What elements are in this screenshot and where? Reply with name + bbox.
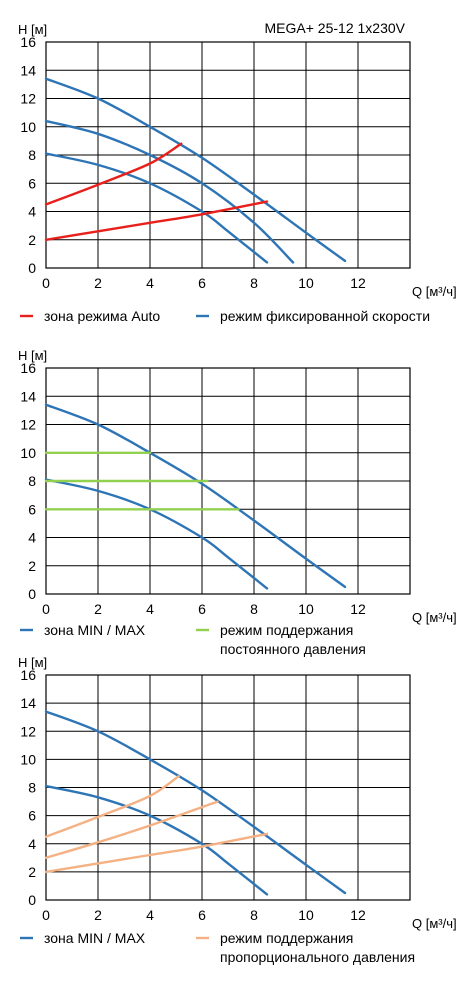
y-tick-label: 8 — [28, 473, 36, 489]
y-tick-label: 12 — [20, 723, 36, 739]
y-tick-label: 4 — [28, 836, 36, 852]
y-tick-label: 14 — [20, 388, 36, 404]
x-axis-label: Q [м³/ч] — [412, 916, 457, 931]
legend-label-line2: пропорционального давления — [220, 949, 415, 965]
x-tick-label: 8 — [250, 907, 258, 923]
y-axis-label: H [м] — [18, 22, 47, 37]
series-line-fixed-speed — [44, 152, 269, 264]
y-tick-label: 8 — [28, 147, 36, 163]
series-line-fixed-speed — [44, 77, 347, 263]
x-tick-label: 12 — [350, 601, 366, 617]
x-tick-label: 12 — [350, 907, 366, 923]
series-line-auto-zone — [44, 200, 269, 241]
y-tick-label: 6 — [28, 808, 36, 824]
legend-label: режим фиксированной скорости — [220, 308, 430, 324]
y-axis-label: H [м] — [18, 348, 47, 363]
x-tick-label: 12 — [350, 275, 366, 291]
chart-legend: зона режима Auto режим фиксированной скор… — [20, 308, 430, 324]
y-tick-label: 4 — [28, 530, 36, 546]
x-tick-label: 2 — [94, 275, 102, 291]
series-line-proportional-pressure — [44, 775, 180, 838]
y-tick-label: 8 — [28, 780, 36, 796]
series-line-fixed-speed — [44, 784, 269, 896]
series-line-proportional-pressure — [44, 800, 219, 859]
y-tick-label: 2 — [28, 558, 36, 574]
y-tick-label: 10 — [20, 119, 36, 135]
y-tick-label: 16 — [20, 667, 36, 683]
series-line-auto-zone — [44, 142, 183, 206]
x-tick-label: 8 — [250, 601, 258, 617]
y-tick-label: 0 — [28, 586, 36, 602]
x-tick-label: 2 — [94, 601, 102, 617]
x-tick-label: 4 — [146, 907, 154, 923]
x-tick-label: 6 — [198, 601, 206, 617]
legend-label: режим поддержания — [220, 622, 353, 638]
x-axis-label: Q [м³/ч] — [412, 284, 457, 299]
y-tick-label: 2 — [28, 232, 36, 248]
legend-label-line2: постоянного давления — [220, 641, 366, 657]
x-tick-label: 10 — [298, 601, 314, 617]
series-line-fixed-speed — [44, 478, 269, 590]
x-tick-label: 0 — [42, 275, 50, 291]
y-tick-label: 16 — [20, 360, 36, 376]
x-tick-label: 6 — [198, 275, 206, 291]
y-tick-label: 12 — [20, 91, 36, 107]
x-tick-label: 10 — [298, 275, 314, 291]
chart-panel-2: 0 2 4 6 8 10 12 0 2 4 6 8 10 12 14 16H [м] Q [м³/ч] зона … — [18, 348, 457, 657]
y-tick-label: 0 — [28, 260, 36, 276]
x-tick-label: 6 — [198, 907, 206, 923]
series-line-fixed-speed — [44, 403, 347, 589]
legend-label: зона MIN / MAX — [44, 930, 146, 946]
x-tick-label: 4 — [146, 601, 154, 617]
y-tick-label: 2 — [28, 864, 36, 880]
x-tick-label: 0 — [42, 601, 50, 617]
y-tick-label: 12 — [20, 417, 36, 433]
plot-frame — [45, 674, 411, 901]
x-axis-label: Q [м³/ч] — [412, 610, 457, 625]
y-tick-label: 0 — [28, 892, 36, 908]
y-tick-label: 16 — [20, 34, 36, 50]
x-tick-label: 0 — [42, 907, 50, 923]
x-tick-label: 2 — [94, 907, 102, 923]
y-axis-label: H [м] — [18, 655, 47, 670]
chart-title: MEGA+ 25-12 1x230V — [265, 20, 406, 36]
y-tick-label: 6 — [28, 175, 36, 191]
x-tick-label: 8 — [250, 275, 258, 291]
plot-frame — [45, 41, 411, 269]
legend-label: режим поддержания — [220, 930, 353, 946]
legend-label: зона MIN / MAX — [44, 622, 146, 638]
chart-panel-1: 0 2 4 6 8 10 12 0 2 4 6 8 10 12 14 16H [м] Q [м³/ч] MEGA+… — [18, 20, 457, 324]
y-tick-label: 14 — [20, 695, 36, 711]
series-line-fixed-speed — [44, 710, 347, 895]
y-tick-label: 6 — [28, 501, 36, 517]
x-tick-label: 4 — [146, 275, 154, 291]
y-tick-label: 4 — [28, 204, 36, 220]
y-tick-label: 10 — [20, 445, 36, 461]
series-line-proportional-pressure — [44, 832, 269, 874]
x-tick-label: 10 — [298, 907, 314, 923]
y-tick-label: 14 — [20, 62, 36, 78]
legend-label: зона режима Auto — [44, 308, 160, 324]
chart-legend: зона MIN / MAX режим поддержания постоянно… — [20, 622, 366, 657]
y-tick-label: 10 — [20, 751, 36, 767]
chart-legend: зона MIN / MAX режим поддержания пропорцио… — [20, 930, 415, 965]
series-line-fixed-speed — [44, 119, 295, 264]
